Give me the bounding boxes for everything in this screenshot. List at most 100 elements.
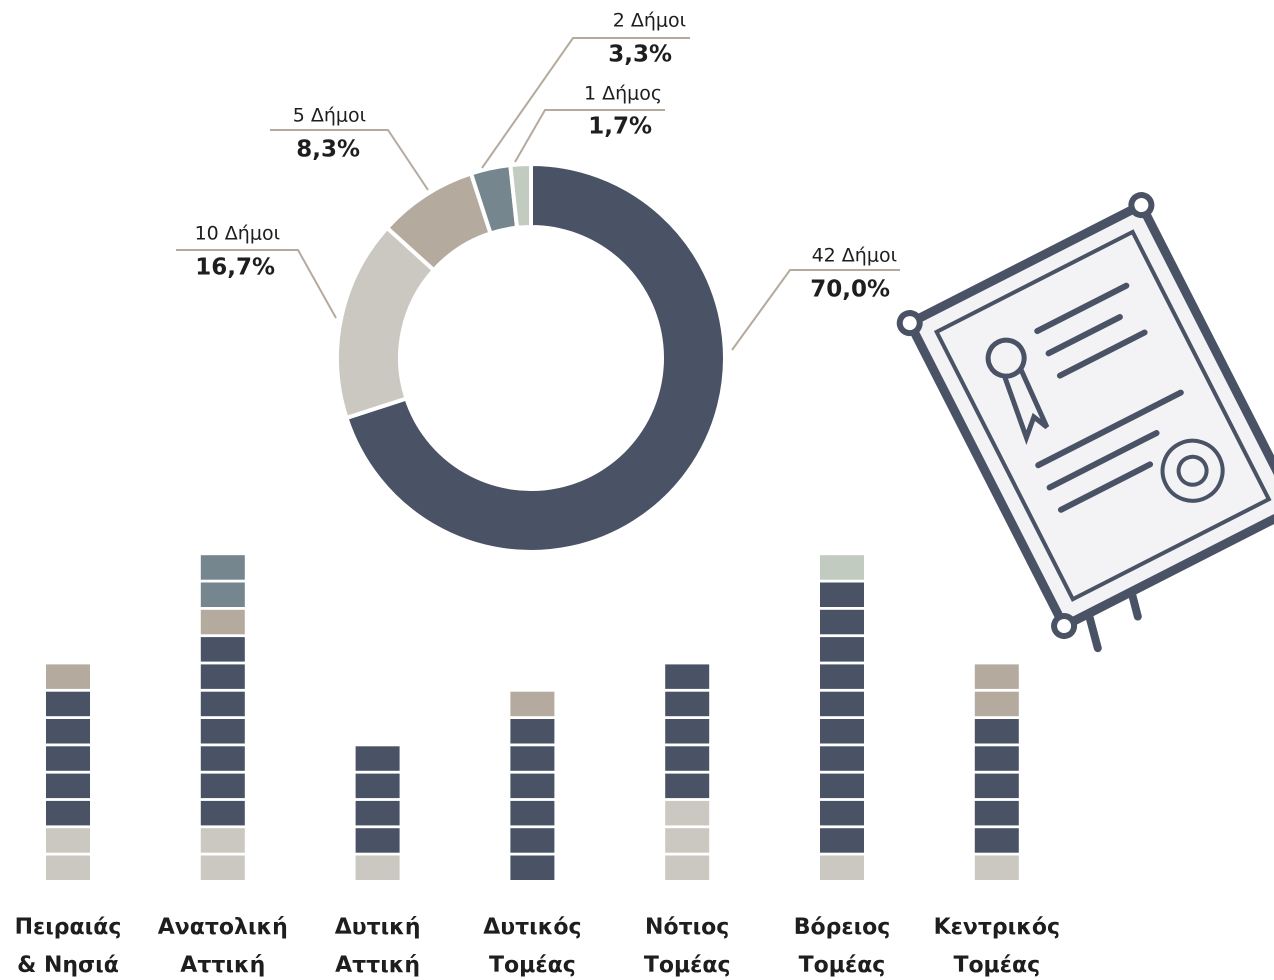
unit-square bbox=[46, 773, 90, 799]
unit-square bbox=[820, 828, 864, 853]
unit-square bbox=[46, 800, 90, 826]
unit-square bbox=[820, 691, 864, 717]
unit-square bbox=[665, 773, 710, 799]
bar-segment bbox=[510, 691, 555, 717]
bar-segment bbox=[820, 582, 864, 853]
bar-segment bbox=[200, 828, 245, 880]
unit-square bbox=[665, 719, 710, 744]
slice-name: 10 Δήμοι bbox=[195, 223, 280, 245]
unit-square bbox=[665, 828, 710, 853]
unit-square bbox=[974, 773, 1019, 799]
category-label: Αττική bbox=[180, 953, 265, 978]
unit-square bbox=[200, 828, 245, 853]
unit-square bbox=[46, 691, 90, 717]
bar-segment bbox=[974, 664, 1019, 717]
unit-square bbox=[355, 800, 400, 826]
category-label: Κεντρικός bbox=[934, 915, 1060, 940]
unit-square bbox=[974, 855, 1019, 880]
unit-square bbox=[974, 664, 1019, 689]
unit-square bbox=[355, 746, 400, 771]
unit-square bbox=[820, 664, 864, 689]
leader-line bbox=[731, 269, 900, 351]
bar-segment bbox=[200, 609, 245, 635]
slice-name: 5 Δήμοι bbox=[293, 105, 366, 127]
category-label: Νότιος bbox=[645, 915, 729, 940]
bar-segment bbox=[200, 555, 245, 607]
unit-square bbox=[665, 855, 710, 880]
unit-square bbox=[200, 800, 245, 826]
unit-square bbox=[820, 637, 864, 662]
slice-name: 2 Δήμοι bbox=[613, 10, 686, 32]
slice-name: 1 Δήμος bbox=[584, 83, 662, 105]
slice-value-label: 3,3% bbox=[608, 42, 672, 68]
unit-square bbox=[820, 746, 864, 771]
slice-value-label: 70,0% bbox=[810, 277, 890, 303]
certificate-illustration bbox=[896, 192, 1274, 653]
unit-square bbox=[200, 609, 245, 635]
bar-segment bbox=[46, 664, 90, 689]
bar-segment bbox=[510, 719, 555, 880]
bar-segment bbox=[46, 691, 90, 826]
category-label: Τομέας bbox=[489, 953, 576, 978]
donut-slice bbox=[508, 161, 533, 230]
bar-segment bbox=[665, 800, 710, 880]
bar-segment bbox=[355, 855, 400, 880]
bar-segment bbox=[355, 746, 400, 853]
slice-value-label: 8,3% bbox=[296, 137, 360, 163]
category-label: Δυτική bbox=[335, 915, 421, 940]
unit-square bbox=[46, 746, 90, 771]
bar-segment bbox=[820, 855, 864, 880]
bar-segment bbox=[46, 828, 90, 880]
unit-square bbox=[200, 855, 245, 880]
unit-square bbox=[46, 664, 90, 689]
unit-square bbox=[200, 773, 245, 799]
unit-square bbox=[510, 773, 555, 799]
unit-square bbox=[200, 637, 245, 662]
unit-square bbox=[974, 828, 1019, 853]
category-label: Τομέας bbox=[953, 953, 1040, 978]
unit-square bbox=[200, 664, 245, 689]
leader-line bbox=[481, 37, 690, 169]
category-label: Τομέας bbox=[644, 953, 731, 978]
slice-value-label: 16,7% bbox=[195, 255, 275, 281]
bar-segment bbox=[665, 664, 710, 799]
unit-square bbox=[665, 691, 710, 717]
unit-square bbox=[200, 719, 245, 744]
unit-square bbox=[820, 582, 864, 607]
unit-square bbox=[820, 800, 864, 826]
unit-square bbox=[665, 746, 710, 771]
category-label: Βόρειος bbox=[794, 915, 891, 940]
unit-square bbox=[200, 746, 245, 771]
bar-segment bbox=[200, 637, 245, 826]
slice-name: 42 Δήμοι bbox=[812, 245, 897, 267]
slice-value-label: 1,7% bbox=[588, 114, 652, 140]
unit-square bbox=[820, 855, 864, 880]
unit-square bbox=[820, 555, 864, 580]
unit-square bbox=[820, 719, 864, 744]
bar-segment bbox=[974, 855, 1019, 880]
leader-line bbox=[514, 109, 665, 163]
unit-square bbox=[510, 828, 555, 853]
category-label: Τομέας bbox=[799, 953, 886, 978]
unit-square bbox=[510, 746, 555, 771]
unit-square bbox=[820, 773, 864, 799]
unit-square bbox=[974, 746, 1019, 771]
unit-square bbox=[200, 582, 245, 607]
leader-line bbox=[270, 129, 429, 191]
category-label: Δυτικός bbox=[483, 915, 581, 940]
unit-square bbox=[510, 855, 555, 880]
unit-square bbox=[355, 855, 400, 880]
category-label: Αττική bbox=[335, 953, 420, 978]
category-label: Ανατολική bbox=[158, 915, 288, 940]
bar-segment bbox=[974, 719, 1019, 853]
unit-square bbox=[46, 719, 90, 744]
unit-square bbox=[46, 855, 90, 880]
unit-square bbox=[355, 773, 400, 799]
category-label: & Νησιά bbox=[17, 953, 119, 978]
unit-square bbox=[820, 609, 864, 635]
unit-square bbox=[510, 719, 555, 744]
unit-square bbox=[200, 691, 245, 717]
unit-square bbox=[46, 828, 90, 853]
unit-square bbox=[200, 555, 245, 580]
